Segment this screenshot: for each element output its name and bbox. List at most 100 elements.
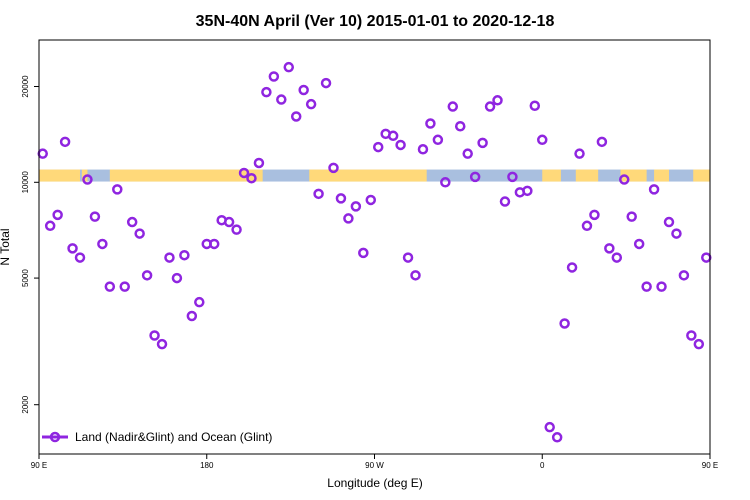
data-point xyxy=(581,220,593,232)
data-point xyxy=(432,134,444,146)
data-point xyxy=(97,238,108,250)
data-point xyxy=(387,130,399,142)
data-point xyxy=(656,281,667,292)
data-point xyxy=(454,121,466,132)
x-tick-label: 90 W xyxy=(365,461,384,470)
data-point xyxy=(499,196,511,207)
data-point xyxy=(208,238,220,250)
data-point xyxy=(335,193,347,204)
data-points xyxy=(37,61,712,443)
data-point xyxy=(119,281,130,292)
land-band-segment xyxy=(39,169,81,182)
y-tick-label: 10000 xyxy=(21,171,30,194)
data-point xyxy=(574,148,585,159)
data-point xyxy=(410,270,421,281)
y-axis-ticks: 2000 5000 10000 20000 xyxy=(21,75,39,414)
data-point xyxy=(112,184,123,195)
x-tick-label: 90 E xyxy=(702,461,718,470)
data-point xyxy=(566,262,578,273)
data-point xyxy=(611,252,623,263)
data-point xyxy=(290,111,302,122)
y-tick-label: 20000 xyxy=(21,75,30,98)
data-point xyxy=(633,238,645,250)
data-point xyxy=(276,94,287,105)
data-point xyxy=(626,211,637,222)
data-point xyxy=(447,101,459,112)
x-axis-label: Longitude (deg E) xyxy=(327,476,422,490)
data-point xyxy=(179,249,190,261)
legend-marker xyxy=(49,431,61,443)
data-point xyxy=(417,144,429,155)
data-point xyxy=(246,172,257,184)
x-tick-label: 180 xyxy=(200,461,214,470)
data-point xyxy=(149,330,160,341)
data-point xyxy=(328,162,339,174)
data-point xyxy=(551,432,563,443)
data-point xyxy=(686,330,697,341)
data-point xyxy=(671,228,682,239)
data-point xyxy=(126,216,138,228)
data-point xyxy=(402,252,414,263)
land-band-segment xyxy=(693,169,710,182)
data-point xyxy=(544,421,555,433)
data-point xyxy=(141,270,153,281)
data-point xyxy=(537,134,548,146)
data-point xyxy=(52,209,63,221)
data-point xyxy=(358,247,369,259)
data-point xyxy=(186,310,198,322)
data-point xyxy=(104,281,116,292)
data-point xyxy=(298,84,309,96)
data-point xyxy=(663,216,675,228)
data-point xyxy=(589,209,600,221)
land-band-segment xyxy=(654,169,669,182)
data-point xyxy=(171,272,183,284)
data-point xyxy=(559,318,570,329)
data-point xyxy=(395,139,406,151)
data-point xyxy=(59,136,71,148)
data-point xyxy=(283,61,295,73)
x-tick-label: 0 xyxy=(540,461,545,470)
data-point xyxy=(440,177,451,188)
data-point xyxy=(484,101,496,112)
data-point xyxy=(477,137,488,149)
data-point xyxy=(89,211,101,222)
data-point xyxy=(522,185,533,197)
data-point xyxy=(507,171,518,183)
data-point xyxy=(261,86,272,98)
data-point xyxy=(305,98,317,110)
data-point xyxy=(313,188,324,200)
data-point xyxy=(44,220,56,232)
data-point xyxy=(223,216,235,228)
data-point xyxy=(596,136,608,148)
data-point xyxy=(619,174,630,185)
land-ocean-band xyxy=(39,169,710,182)
y-tick-label: 2000 xyxy=(21,395,30,413)
data-point xyxy=(425,118,436,129)
data-point xyxy=(253,157,265,169)
data-point xyxy=(693,338,705,350)
data-point xyxy=(529,100,541,111)
land-band-segment xyxy=(109,169,263,182)
data-point xyxy=(156,338,168,350)
data-point xyxy=(365,194,377,206)
data-point xyxy=(231,224,242,235)
data-point xyxy=(350,201,362,212)
land-band-segment xyxy=(542,169,561,182)
x-axis-ticks: 90 E 180 90 W 0 90 E xyxy=(31,454,718,470)
data-point xyxy=(678,270,690,281)
land-band-segment xyxy=(309,169,427,182)
data-point xyxy=(67,243,78,254)
data-point xyxy=(74,252,86,263)
legend-label: Land (Nadir&Glint) and Ocean (Glint) xyxy=(75,430,272,444)
data-point xyxy=(469,171,481,183)
data-point xyxy=(462,148,473,159)
y-axis-label: N Total xyxy=(0,228,12,265)
data-point xyxy=(134,228,145,239)
data-point xyxy=(238,167,250,179)
land-band-segment xyxy=(575,169,599,182)
data-point xyxy=(268,71,280,82)
y-tick-label: 5000 xyxy=(21,269,30,287)
data-point xyxy=(492,95,503,106)
data-point xyxy=(604,243,615,254)
